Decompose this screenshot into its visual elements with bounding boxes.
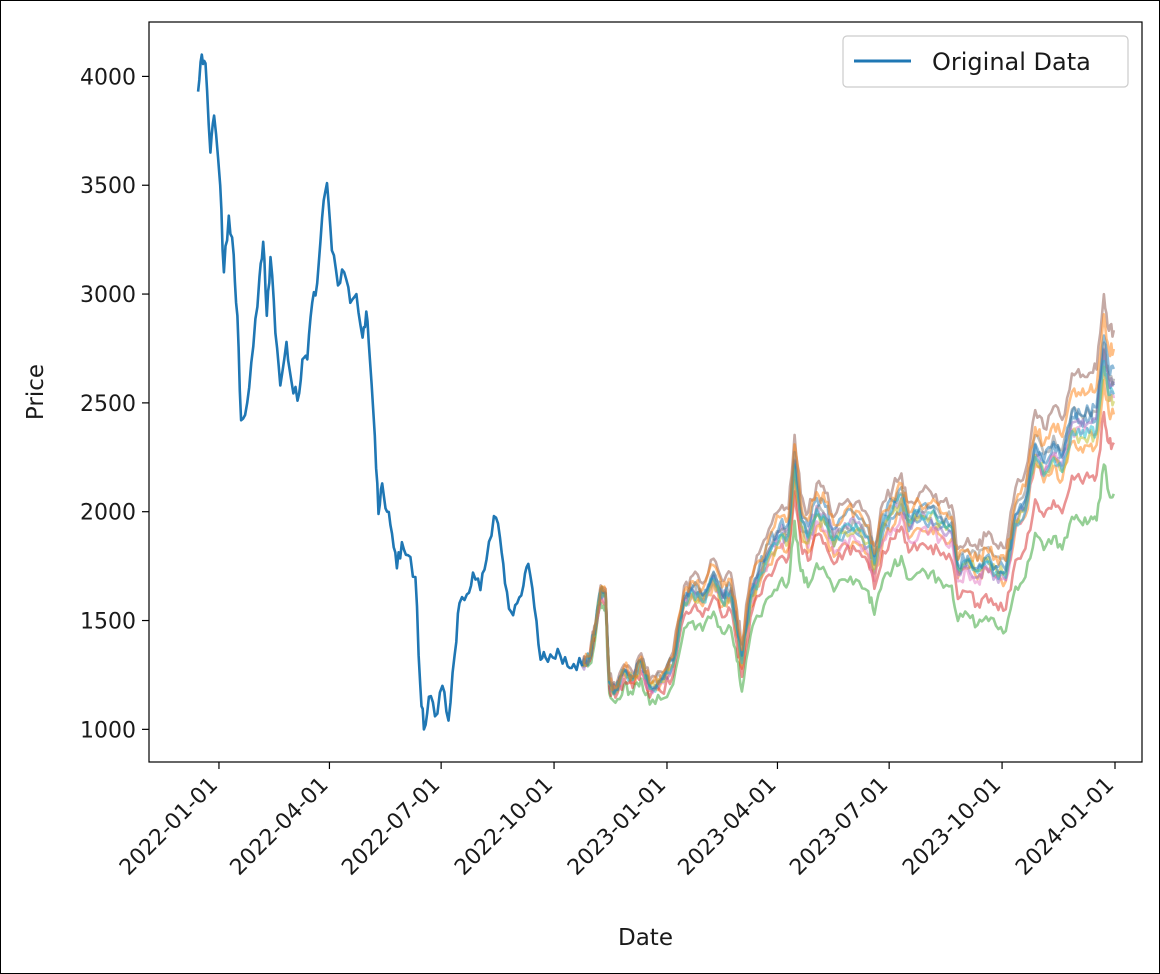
x-tick-label-2024-01-01: 2024-01-01 [1011,773,1119,881]
x-tick-label-2022-01-01: 2022-01-01 [115,773,223,881]
plot-area-frame [148,21,1143,763]
simulation-line-6 [581,292,1116,688]
x-tick-label-2023-04-01: 2023-04-01 [674,773,782,881]
y-tick-label-2500: 2500 [80,392,136,417]
y-tick-label-1000: 1000 [80,718,136,743]
legend: Original Data [842,35,1129,88]
x-tick-label-2022-04-01: 2022-04-01 [226,773,334,881]
y-tick-label-2000: 2000 [80,501,136,526]
legend-box [842,35,1129,88]
series-group [196,53,584,731]
x-axis-ticks: 2022-01-01 2022-04-01 2022-07-01 2022-10-01… [115,762,1119,881]
y-tick-label-3500: 3500 [80,174,136,199]
simulation-line-11 [581,334,1116,695]
x-tick-label-2022-10-01: 2022-10-01 [450,773,558,881]
x-tick-label-2023-01-01: 2023-01-01 [563,773,671,881]
simulation-line-1 [582,349,1116,693]
legend-label-original-data: Original Data [932,48,1091,76]
x-tick-label-2023-10-01: 2023-10-01 [898,773,1006,881]
x-tick-label-2023-07-01: 2023-07-01 [785,773,893,881]
y-tick-label-3000: 3000 [80,283,136,308]
simulation-line-3 [581,463,1116,706]
x-axis-label: Date [618,925,673,951]
simulation-line-5 [581,347,1116,694]
simulation-series-group [581,292,1116,706]
y-axis-ticks: 1000 1500 2000 2500 3000 3500 4000 [80,65,149,743]
simulation-line-8 [581,341,1116,692]
simulation-line-10 [581,359,1116,696]
y-tick-label-4000: 4000 [80,65,136,90]
x-tick-label-2022-07-01: 2022-07-01 [337,773,445,881]
y-axis-label: Price [23,364,49,420]
y-tick-label-1500: 1500 [80,610,136,635]
series-line-original-data [196,53,584,731]
simulation-line-12 [581,313,1116,692]
